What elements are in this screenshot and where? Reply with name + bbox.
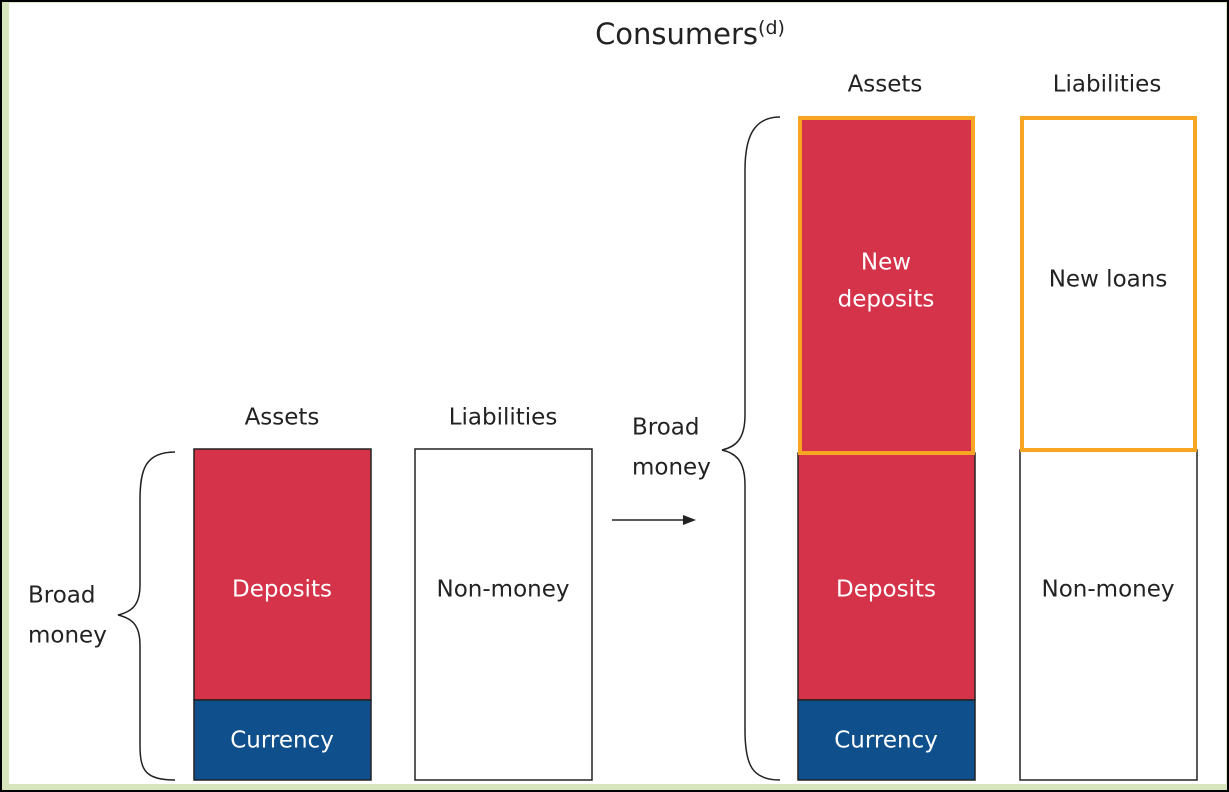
title-note: (d): [758, 17, 785, 39]
block-label: Deposits: [232, 577, 332, 603]
non-money-block: [1019, 449, 1198, 781]
title-text: Consumers: [595, 17, 758, 51]
brace-label: Broad: [632, 415, 700, 441]
block-label: New loans: [1049, 267, 1168, 293]
block-label: Currency: [834, 728, 938, 754]
block-label: Non-money: [437, 577, 570, 603]
brace: [117, 451, 176, 781]
block-label: Deposits: [836, 577, 936, 603]
block-label: deposits: [838, 287, 935, 313]
currency-block: [193, 699, 372, 781]
non-money-block: [414, 448, 593, 781]
heading: Assets: [245, 405, 320, 431]
arrow-head: [683, 515, 696, 525]
currency-block: [797, 699, 976, 781]
deposits-block: [797, 452, 976, 701]
deposits-block: [193, 448, 372, 701]
block-label: Non-money: [1042, 577, 1175, 603]
heading: Liabilities: [449, 405, 558, 431]
new-loans-block: [1020, 116, 1197, 452]
new-deposits-block: [798, 116, 975, 455]
brace-label: money: [28, 623, 107, 649]
brace: [721, 116, 781, 781]
block-label: Currency: [230, 728, 334, 754]
heading: Assets: [848, 72, 923, 98]
block-label: New: [861, 250, 911, 276]
brace-label: money: [632, 455, 711, 481]
brace-label: Broad: [28, 583, 96, 609]
title: Consumers(d): [595, 17, 785, 52]
heading: Liabilities: [1053, 72, 1162, 98]
